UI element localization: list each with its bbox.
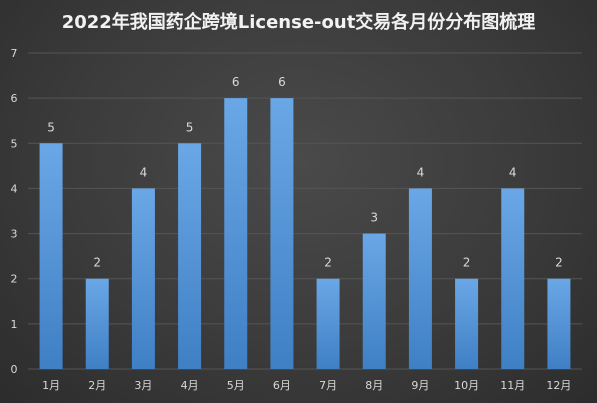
y-tick-label: 1 [11, 318, 18, 331]
x-tick-label: 7月 [319, 379, 337, 392]
bar-12月 [547, 278, 571, 369]
y-tick-label: 7 [11, 47, 18, 60]
bar-8月 [362, 233, 386, 369]
data-label: 2 [555, 256, 563, 270]
y-tick-label: 0 [11, 363, 18, 376]
bar-7月 [316, 278, 340, 369]
data-label: 6 [232, 75, 240, 89]
y-tick-label: 3 [11, 228, 18, 241]
y-tick-label: 4 [11, 182, 18, 195]
data-label: 4 [140, 165, 148, 179]
bar-11月 [501, 188, 525, 369]
bar-1月 [39, 143, 63, 369]
data-label: 5 [186, 120, 194, 134]
data-labels: 5 2 4 5 6 6 2 3 4 2 4 2 [47, 75, 562, 270]
x-tick-label: 12月 [546, 379, 571, 392]
data-label: 3 [370, 211, 378, 225]
x-tick-label: 11月 [500, 379, 525, 392]
x-tick-label: 1月 [42, 379, 60, 392]
y-tick-label: 6 [11, 92, 18, 105]
y-axis-ticks: 0 1 2 3 4 5 6 7 [11, 47, 18, 376]
x-tick-label: 6月 [273, 379, 291, 392]
gridlines [28, 52, 582, 370]
chart-title: 2022年我国药企跨境License-out交易各月份分布图梳理 [61, 12, 536, 33]
x-tick-label: 2月 [88, 379, 106, 392]
y-tick-label: 5 [11, 137, 18, 150]
bar-5月 [224, 98, 248, 370]
x-tick-label: 10月 [454, 379, 479, 392]
data-label: 2 [324, 256, 332, 270]
bar-6月 [270, 98, 294, 370]
data-label: 2 [463, 256, 471, 270]
bar-2月 [85, 278, 109, 369]
data-label: 4 [509, 165, 517, 179]
y-tick-label: 2 [11, 273, 18, 286]
bar-9月 [408, 188, 432, 369]
x-axis-ticks: 1月 2月 3月 4月 5月 6月 7月 8月 9月 10月 11月 12月 [42, 379, 571, 392]
bar-10月 [455, 278, 479, 369]
data-label: 5 [47, 120, 55, 134]
x-tick-label: 8月 [365, 379, 383, 392]
x-tick-label: 4月 [181, 379, 199, 392]
x-tick-label: 3月 [134, 379, 152, 392]
data-label: 6 [278, 75, 286, 89]
data-label: 2 [93, 256, 101, 270]
bar-4月 [178, 143, 202, 369]
bars [39, 98, 571, 370]
bar-3月 [131, 188, 155, 369]
data-label: 4 [417, 165, 425, 179]
x-tick-label: 9月 [411, 379, 429, 392]
x-tick-label: 5月 [227, 379, 245, 392]
